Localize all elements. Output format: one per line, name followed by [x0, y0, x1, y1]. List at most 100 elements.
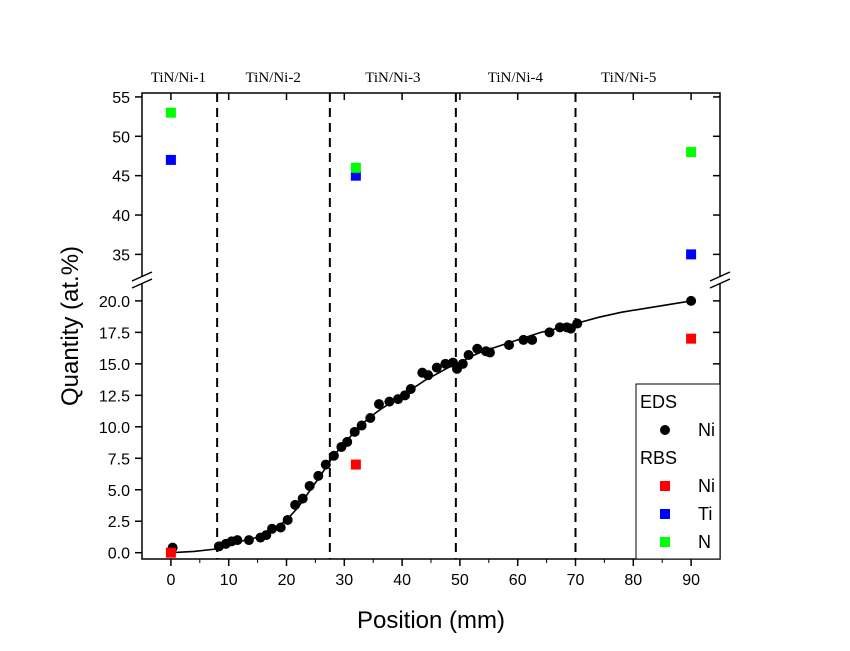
axis-break: [131, 271, 731, 289]
point-eds-ni: [356, 420, 367, 431]
point-eds-ni: [384, 396, 395, 407]
point-rbs-ti: [350, 170, 361, 181]
point-eds-ni: [544, 327, 555, 338]
point-eds-ni: [282, 514, 293, 525]
legend-marker: [660, 537, 670, 547]
data-points: [165, 107, 697, 558]
plot-frame: [141, 92, 721, 560]
x-tick-label: 50: [451, 572, 469, 589]
point-eds-ni: [457, 358, 468, 369]
legend-entry-label: Ni: [698, 420, 715, 440]
point-eds-ni: [423, 370, 434, 381]
x-tick-label: 40: [393, 572, 411, 589]
x-tick-label: 70: [567, 572, 585, 589]
y-axis-title: Quantity (at.%): [57, 246, 84, 406]
y-tick-label: 2.5: [108, 514, 130, 531]
y-tick-label: 10.0: [99, 420, 130, 437]
x-tick-label: 10: [220, 572, 238, 589]
point-eds-ni: [349, 426, 360, 437]
point-eds-ni: [463, 350, 474, 361]
axis-break-mark: [131, 271, 153, 282]
point-eds-ni: [373, 399, 384, 410]
fit-curve: [170, 300, 692, 554]
point-eds-ni: [405, 384, 416, 395]
point-rbs-ti: [686, 249, 697, 260]
y-tick-label: 0.0: [108, 546, 130, 563]
point-eds-ni: [431, 362, 442, 373]
y-tick-label: 12.5: [99, 388, 130, 405]
y-tick-label: 17.5: [99, 325, 130, 342]
legend-marker: [660, 481, 670, 491]
point-eds-ni: [518, 334, 529, 345]
y-tick-label: 55: [112, 90, 130, 107]
point-eds-ni: [527, 334, 538, 345]
point-eds-ni: [484, 347, 495, 358]
point-eds-ni: [313, 470, 324, 481]
y-tick-label: 35: [112, 247, 130, 264]
point-eds-ni: [686, 295, 697, 306]
x-tick-label: 60: [509, 572, 527, 589]
legend-marker: [660, 425, 670, 435]
region-label: TiN/Ni-4: [488, 70, 544, 86]
legend-group-title: RBS: [640, 448, 677, 468]
point-rbs-ni: [165, 547, 176, 558]
legend-marker: [660, 509, 670, 519]
point-eds-ni: [504, 339, 515, 350]
point-eds-ni: [267, 523, 278, 534]
y-tick-label: 40: [112, 208, 130, 225]
point-eds-ni: [572, 318, 583, 329]
point-rbs-n: [686, 147, 697, 158]
axis-break-mark: [709, 278, 731, 289]
fit-curve-group: [170, 300, 692, 554]
point-eds-ni: [275, 522, 286, 533]
point-eds-ni: [243, 535, 254, 546]
axis-break-gap: [132, 277, 152, 284]
region-label: TiN/Ni-2: [246, 70, 301, 86]
y-tick-label: 45: [112, 169, 130, 186]
point-eds-ni: [342, 436, 353, 447]
point-rbs-n: [350, 162, 361, 173]
region-label: TiN/Ni-1: [151, 70, 206, 86]
axis-break-gap: [710, 277, 730, 284]
point-rbs-n: [165, 107, 176, 118]
x-axis-title: Position (mm): [357, 607, 505, 634]
y-tick-label: 5.0: [108, 483, 130, 500]
region-labels: TiN/Ni-1 TiN/Ni-2 TiN/Ni-3 TiN/Ni-4 TiN/Ni-5: [151, 70, 657, 86]
axis-break-mark: [709, 271, 731, 282]
legend: EDS Ni RBS Ni Ti N: [635, 383, 721, 560]
point-eds-ni: [304, 480, 315, 491]
legend-box: [635, 383, 721, 560]
point-rbs-ni: [350, 459, 361, 470]
x-tick-label: 0: [166, 572, 175, 589]
point-eds-ni: [554, 322, 565, 333]
point-eds-ni: [365, 412, 376, 423]
y-tick-label: 15.0: [99, 357, 130, 374]
y-axis-ticks: 0.0 2.5 5.0 7.5 10.0 12.5 15.0 17.5 20.0 35 40 45 50…: [99, 90, 720, 563]
x-tick-label: 80: [624, 572, 642, 589]
point-eds-ni: [290, 499, 301, 510]
point-eds-ni: [440, 358, 451, 369]
y-tick-label: 50: [112, 129, 130, 146]
region-boundaries: [216, 93, 577, 559]
point-eds-ni: [320, 459, 331, 470]
y-tick-label: 20.0: [99, 294, 130, 311]
point-eds-ni: [232, 535, 243, 546]
axis-break-mark: [131, 278, 153, 289]
x-tick-label: 30: [335, 572, 353, 589]
region-label: TiN/Ni-5: [601, 70, 656, 86]
point-eds-ni: [297, 493, 308, 504]
point-eds-ni: [261, 530, 272, 541]
x-tick-label: 20: [278, 572, 296, 589]
legend-entry-label: Ni: [698, 476, 715, 496]
point-rbs-ti: [165, 154, 176, 165]
point-eds-ni: [472, 343, 483, 354]
x-axis-ticks: 0 10 20 30 40 50 60 70 80 90: [166, 93, 700, 589]
point-eds-ni: [328, 450, 339, 461]
y-tick-label: 7.5: [108, 451, 130, 468]
point-eds-ni: [399, 390, 410, 401]
point-rbs-ni: [686, 333, 697, 344]
legend-entry-label: N: [698, 532, 711, 552]
x-tick-label: 90: [682, 572, 700, 589]
legend-group-title: EDS: [640, 392, 677, 412]
